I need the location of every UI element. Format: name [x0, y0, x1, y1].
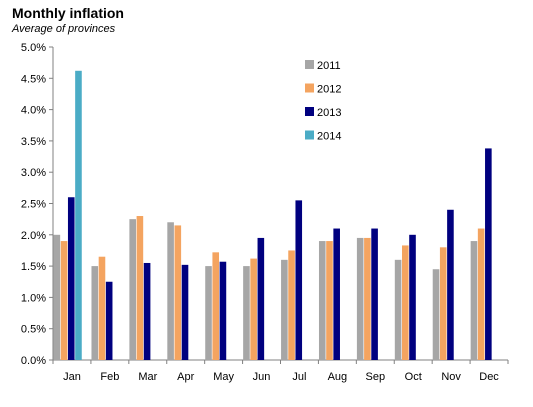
bar-2011-sep — [356, 237, 364, 360]
bar-2012-may — [212, 252, 220, 360]
y-tick-label: 0.0% — [21, 355, 46, 367]
bar-2012-mar — [136, 216, 144, 360]
bar-2011-aug — [318, 241, 326, 360]
bar-2011-apr — [167, 222, 174, 360]
chart-title: Monthly inflation — [12, 5, 124, 21]
bar-2011-nov — [432, 269, 440, 360]
bar-2011-oct — [394, 259, 402, 360]
legend-swatch-2014 — [305, 130, 314, 140]
bar-2012-dec — [477, 228, 485, 360]
bar-2013-jan — [67, 197, 75, 360]
y-tick-label: 0.5% — [21, 324, 46, 336]
legend-label-2011: 2011 — [317, 60, 341, 72]
y-tick-label: 1.5% — [21, 261, 46, 273]
bar-2012-jul — [288, 250, 295, 360]
y-tick-label: 1.0% — [21, 292, 46, 304]
bar-2011-mar — [129, 219, 136, 360]
x-tick-label: Jun — [253, 371, 271, 383]
bar-2011-jul — [281, 259, 288, 360]
bar-2011-dec — [470, 241, 478, 360]
legend-swatch-2013 — [305, 107, 314, 116]
bar-2013-mar — [143, 262, 151, 360]
bar-2012-feb — [98, 256, 106, 360]
bar-2013-may — [219, 261, 227, 360]
bar-2012-jan — [60, 241, 68, 360]
bar-2012-sep — [364, 237, 371, 360]
bar-2014-jan — [75, 70, 82, 361]
legend-swatch-2011 — [305, 60, 314, 69]
x-tick-label: Apr — [177, 371, 194, 383]
bar-2013-aug — [333, 228, 340, 360]
x-tick-label: Nov — [441, 371, 461, 383]
legend-label-2012: 2012 — [317, 84, 341, 96]
bar-2011-may — [205, 266, 212, 360]
bar-2013-apr — [181, 264, 189, 360]
bar-2012-apr — [174, 225, 182, 360]
bar-2013-oct — [409, 234, 416, 360]
bar-2012-nov — [439, 247, 447, 360]
chart-subtitle: Average of provinces — [12, 23, 116, 35]
x-tick-label: Aug — [328, 371, 348, 383]
x-tick-label: Sep — [366, 371, 386, 383]
bar-2013-jul — [295, 200, 303, 360]
x-tick-label: Jan — [63, 371, 81, 383]
bar-2011-feb — [91, 266, 99, 360]
legend-swatch-2012 — [305, 83, 314, 93]
x-tick-label: Mar — [138, 371, 157, 383]
x-tick-label: Dec — [479, 371, 499, 383]
x-tick-label: Oct — [405, 371, 422, 383]
x-tick-label: Feb — [100, 371, 119, 383]
bar-2011-jun — [243, 266, 250, 360]
x-tick-label: Jul — [292, 371, 306, 383]
bar-2011-jan — [53, 234, 61, 360]
y-tick-label: 2.0% — [21, 230, 46, 242]
y-tick-label: 3.5% — [21, 136, 46, 148]
legend-label-2013: 2013 — [317, 107, 341, 119]
legend-label-2014: 2014 — [317, 131, 341, 143]
bar-2012-aug — [326, 241, 333, 360]
y-tick-label: 4.0% — [21, 105, 46, 117]
x-tick-label: May — [213, 371, 234, 383]
bar-2013-nov — [447, 209, 454, 360]
bar-2013-feb — [105, 281, 113, 360]
y-tick-label: 3.0% — [21, 167, 46, 179]
bar-2012-jun — [250, 258, 257, 360]
y-tick-label: 4.5% — [21, 73, 46, 85]
bar-2013-sep — [371, 228, 378, 360]
bar-2013-jun — [257, 237, 265, 360]
bar-2012-oct — [402, 245, 409, 360]
bar-2013-dec — [485, 148, 492, 360]
y-tick-label: 2.5% — [21, 199, 46, 211]
y-tick-label: 5.0% — [21, 42, 46, 54]
